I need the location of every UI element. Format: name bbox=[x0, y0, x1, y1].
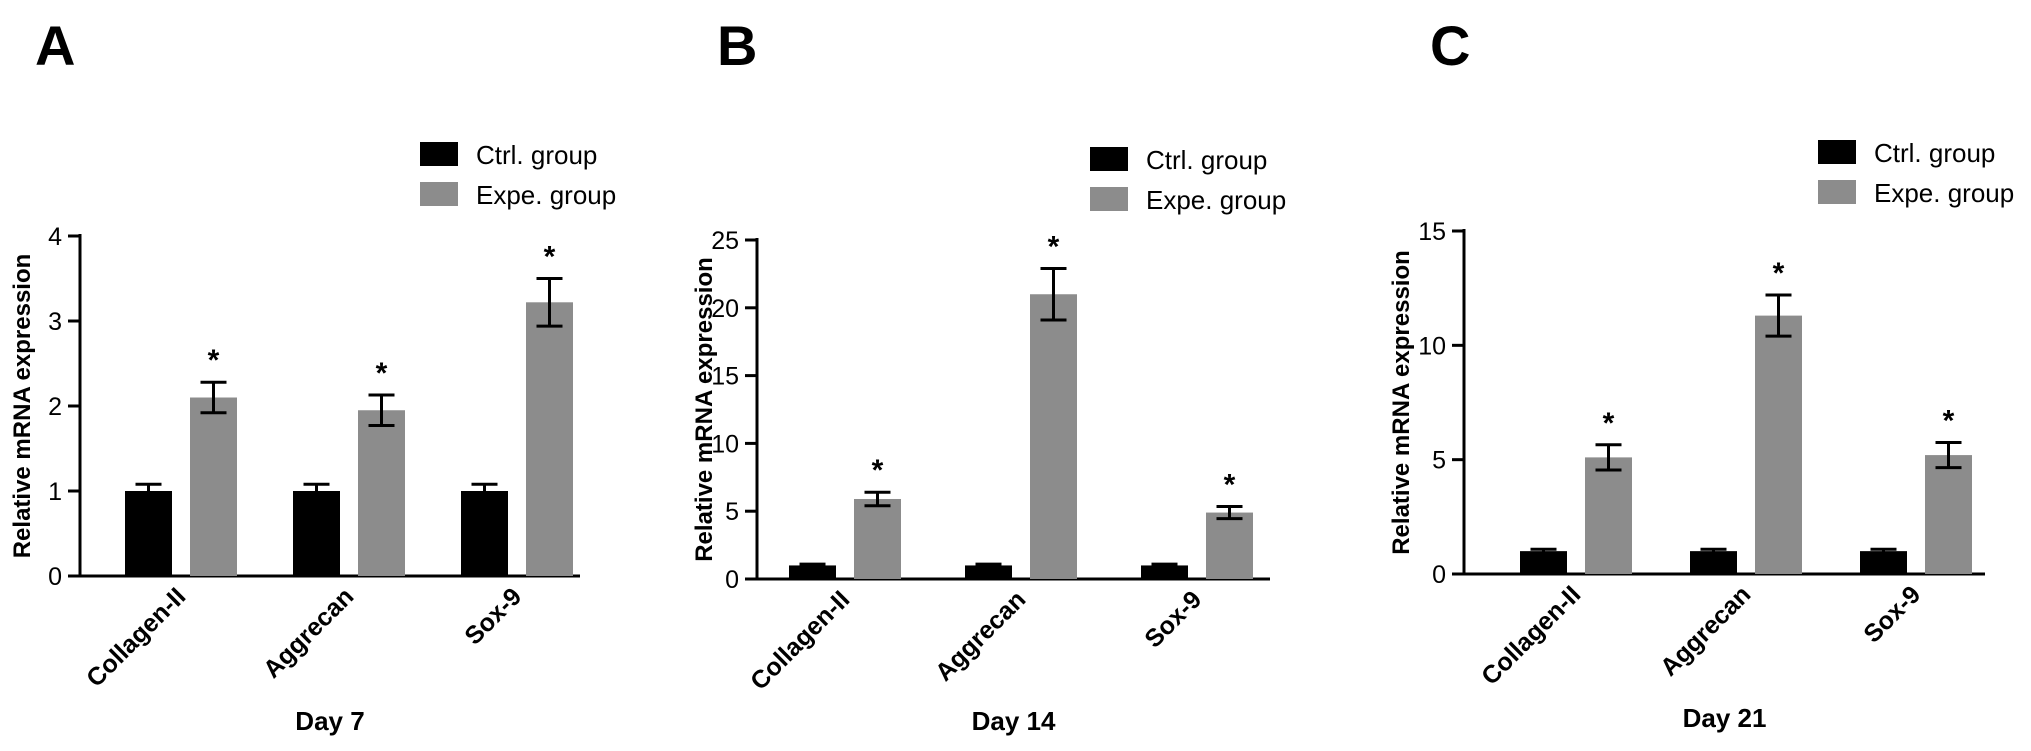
panel-label-B: B bbox=[717, 14, 757, 77]
y-tick-label: 0 bbox=[48, 563, 62, 591]
legend-swatch-expe bbox=[1090, 187, 1128, 211]
y-tick-label: 5 bbox=[725, 498, 739, 526]
x-tick-label: Aggrecan bbox=[1655, 580, 1756, 681]
bar-ctrl bbox=[1520, 551, 1567, 574]
bar-ctrl bbox=[1690, 551, 1737, 574]
bar-expe bbox=[854, 498, 901, 579]
y-tick-label: 3 bbox=[48, 308, 62, 336]
x-axis-title: Day 7 bbox=[295, 706, 364, 736]
bar-expe bbox=[190, 397, 237, 576]
y-tick-label: 2 bbox=[48, 393, 62, 421]
y-tick-label: 0 bbox=[725, 566, 739, 594]
x-tick-label: Sox-9 bbox=[1858, 580, 1926, 648]
significance-mark: * bbox=[208, 344, 220, 377]
bar-ctrl bbox=[965, 565, 1012, 579]
y-tick-label: 25 bbox=[711, 227, 739, 255]
legend-label-expe: Expe. group bbox=[1146, 185, 1286, 215]
bar-expe bbox=[1206, 512, 1253, 579]
x-tick-label: Collagen-II bbox=[1476, 580, 1586, 690]
x-tick-label: Sox-9 bbox=[1139, 585, 1207, 653]
bar-expe bbox=[1755, 315, 1802, 574]
legend-swatch-expe bbox=[420, 182, 458, 206]
significance-mark: * bbox=[376, 357, 388, 390]
bar-expe bbox=[1585, 457, 1632, 574]
x-axis-title: Day 14 bbox=[972, 706, 1056, 736]
significance-mark: * bbox=[1943, 405, 1955, 438]
y-tick-label: 4 bbox=[48, 223, 62, 251]
y-tick-label: 15 bbox=[1418, 218, 1446, 246]
legend-label-ctrl: Ctrl. group bbox=[1874, 138, 1995, 168]
significance-mark: * bbox=[544, 241, 556, 274]
significance-mark: * bbox=[1048, 230, 1060, 263]
bar-expe bbox=[358, 410, 405, 576]
bar-ctrl bbox=[293, 491, 340, 576]
y-axis-title: Relative mRNA expression bbox=[9, 254, 36, 559]
y-tick-label: 20 bbox=[711, 295, 739, 323]
bar-ctrl bbox=[461, 491, 508, 576]
significance-mark: * bbox=[1224, 468, 1236, 501]
panel-label-C: C bbox=[1430, 14, 1470, 77]
bar-ctrl bbox=[1860, 551, 1907, 574]
y-tick-label: 0 bbox=[1432, 561, 1446, 589]
significance-mark: * bbox=[872, 454, 884, 487]
bar-expe bbox=[526, 302, 573, 576]
legend-swatch-expe bbox=[1818, 180, 1856, 204]
y-tick-label: 1 bbox=[48, 478, 62, 506]
bar-expe bbox=[1030, 294, 1077, 579]
legend-label-ctrl: Ctrl. group bbox=[1146, 145, 1267, 175]
bar-expe bbox=[1925, 455, 1972, 574]
legend-swatch-ctrl bbox=[420, 142, 458, 166]
y-axis-title: Relative mRNA expression bbox=[691, 257, 718, 562]
x-tick-label: Aggrecan bbox=[258, 582, 359, 683]
bar-ctrl bbox=[1141, 565, 1188, 579]
y-tick-label: 15 bbox=[711, 363, 739, 391]
legend-label-ctrl: Ctrl. group bbox=[476, 140, 597, 170]
significance-mark: * bbox=[1603, 407, 1615, 440]
x-axis-title: Day 21 bbox=[1683, 703, 1767, 733]
legend-swatch-ctrl bbox=[1818, 140, 1856, 164]
panel-label-A: A bbox=[35, 14, 75, 77]
y-axis-title: Relative mRNA expression bbox=[1388, 250, 1415, 555]
bar-ctrl bbox=[789, 565, 836, 579]
x-tick-label: Aggrecan bbox=[930, 585, 1031, 686]
x-tick-label: Collagen-II bbox=[81, 582, 191, 692]
legend-swatch-ctrl bbox=[1090, 147, 1128, 171]
bar-ctrl bbox=[125, 491, 172, 576]
y-tick-label: 10 bbox=[1418, 332, 1446, 360]
legend-label-expe: Expe. group bbox=[1874, 178, 2014, 208]
y-tick-label: 5 bbox=[1432, 447, 1446, 475]
x-tick-label: Collagen-II bbox=[745, 585, 855, 695]
legend-label-expe: Expe. group bbox=[476, 180, 616, 210]
y-tick-label: 10 bbox=[711, 430, 739, 458]
significance-mark: * bbox=[1773, 257, 1785, 290]
x-tick-label: Sox-9 bbox=[459, 582, 527, 650]
